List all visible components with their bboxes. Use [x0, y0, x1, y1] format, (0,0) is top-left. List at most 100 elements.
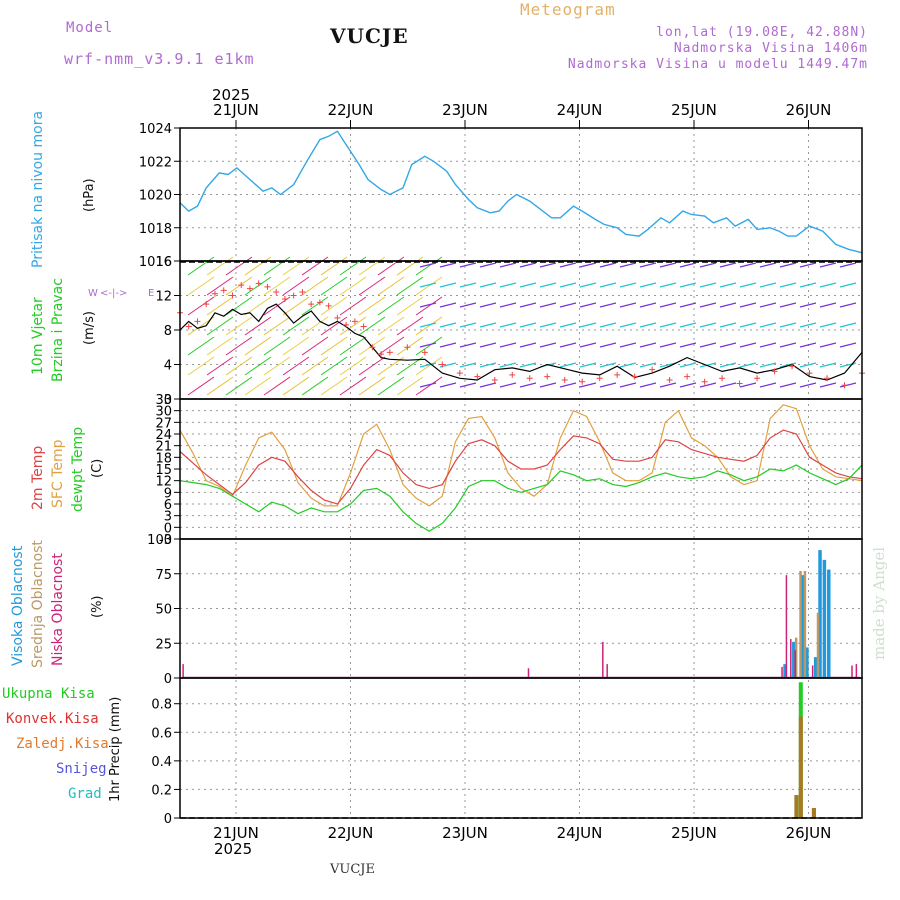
gust-marker: [439, 361, 446, 368]
panel-frame: [179, 677, 863, 819]
wind-barb: [539, 262, 557, 268]
wind-barb: [396, 316, 424, 336]
wind-barb: [539, 282, 557, 288]
cloud-high-bar: [818, 550, 822, 678]
wind-barb: [263, 296, 291, 316]
wind-barb: [320, 256, 348, 276]
gust-marker: [255, 280, 262, 287]
pressure-line: [179, 130, 863, 254]
wind-barb: [358, 296, 386, 316]
gust-marker: [526, 375, 533, 382]
wind-barb: [439, 342, 457, 348]
cloud-low-bar: [851, 665, 853, 678]
cloud-low-bar: [182, 664, 184, 678]
y-tick-label: 1016: [139, 255, 172, 270]
wind-barb: [415, 356, 443, 376]
footer-station: VUCJE: [330, 862, 375, 877]
wind-barb: [639, 302, 657, 308]
wind-barb: [225, 356, 253, 376]
wind-barb: [799, 322, 817, 328]
wind-barb: [206, 256, 234, 276]
gust-marker: [421, 349, 428, 356]
y-tick-label: 1018: [139, 222, 172, 237]
wind-barb: [699, 322, 717, 328]
wind-barb: [320, 356, 348, 376]
wind-barb: [282, 356, 310, 376]
wind-barb: [799, 342, 817, 348]
wind-barb: [579, 282, 597, 288]
gust-marker: [579, 378, 586, 385]
wind-barb: [839, 342, 857, 348]
wind-barb: [519, 382, 537, 388]
wind-barb: [396, 376, 424, 396]
y-tick-label: 21: [155, 440, 172, 455]
gust-marker: [264, 283, 271, 290]
wind-barb: [339, 296, 367, 316]
wind-barb: [519, 342, 537, 348]
cloud-mid-bar: [803, 570, 807, 678]
cloud-low-bar: [794, 650, 796, 678]
wind-barb: [759, 262, 777, 268]
wind-barb: [819, 382, 837, 388]
date-label-bottom: 25JUN: [671, 824, 717, 842]
date-label-top: 24JUN: [557, 101, 603, 119]
wind-barb: [679, 342, 697, 348]
wind-barb: [559, 362, 577, 368]
wind-barb: [415, 256, 443, 276]
cloud-high-bar: [813, 657, 818, 678]
wind-barb: [377, 336, 405, 356]
wind-barb: [320, 316, 348, 336]
gust-marker: [824, 375, 831, 382]
wind-barb: [419, 302, 437, 308]
wind-barb: [659, 322, 677, 328]
wind-barb: [415, 336, 443, 356]
wind-barb: [559, 302, 577, 308]
compass-arrows: <-|->: [100, 288, 128, 299]
precip-frozen-bar: [811, 808, 816, 818]
date-label-bottom: 22JUN: [328, 824, 374, 842]
wind-barb: [419, 342, 437, 348]
cloud-low-bar: [811, 665, 814, 678]
wind-barb: [459, 322, 477, 328]
wind-barb: [301, 296, 329, 316]
model-name: wrf-nmm_v3.9.1 e1km: [64, 50, 255, 68]
y-tick-label: 15: [155, 463, 172, 478]
gust-marker: [246, 285, 253, 292]
gust-marker: [220, 287, 227, 294]
gust-marker: [649, 366, 656, 373]
wind-barb: [225, 296, 253, 316]
y-tick-label: 0.4: [151, 755, 172, 770]
wind-barb: [599, 382, 617, 388]
wind-barb: [396, 296, 424, 316]
y-tick-label: 1024: [139, 122, 172, 137]
wind-barb: [301, 376, 329, 396]
wind-barb: [779, 362, 797, 368]
cloud-low-bar: [602, 641, 604, 678]
wind-barb: [339, 376, 367, 396]
wind-barb: [719, 382, 737, 388]
wind-barb: [839, 362, 857, 368]
wind-barb: [377, 256, 405, 276]
compass-w: W: [88, 288, 98, 299]
wind-barb: [396, 276, 424, 296]
wind-barb: [659, 342, 677, 348]
wind-barb: [719, 282, 737, 288]
precip-frozen-bar: [798, 716, 803, 818]
wind-barb: [499, 322, 517, 328]
wind-barb: [206, 276, 234, 296]
wind-barb: [639, 322, 657, 328]
gust-marker: [701, 378, 708, 385]
wind-barb: [699, 282, 717, 288]
gust-marker: [351, 318, 358, 325]
wind-barb: [719, 262, 737, 268]
y-tick-label: 24: [155, 428, 172, 443]
y-tick-label: 75: [155, 568, 172, 583]
wind-barb: [396, 256, 424, 276]
wind-barb: [679, 322, 697, 328]
altitude-text: Nadmorska Visina 1406m: [673, 41, 868, 56]
wind-barb: [719, 322, 737, 328]
wind-barb: [479, 262, 497, 268]
wind-barb: [358, 276, 386, 296]
y-tick-label: 16: [155, 255, 172, 270]
data-layer: [177, 130, 865, 818]
